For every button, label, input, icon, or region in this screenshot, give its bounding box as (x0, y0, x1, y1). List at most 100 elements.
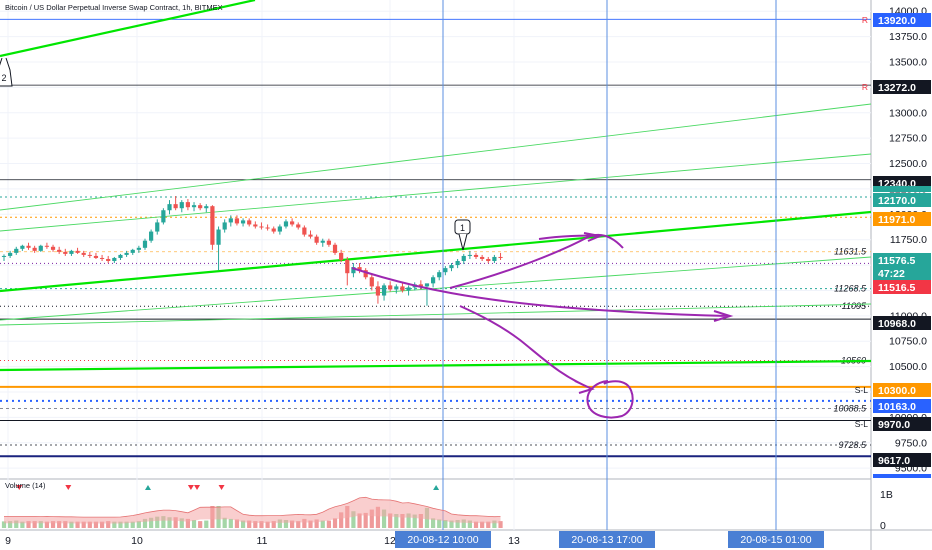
candle-body[interactable] (198, 205, 203, 209)
candle-body[interactable] (363, 270, 368, 278)
candle-body[interactable] (44, 245, 50, 247)
price-tag-11971.0[interactable]: 11971.0 (873, 212, 931, 226)
price-tag-9970.0[interactable]: 9970.0 (873, 417, 931, 431)
candle-body[interactable] (8, 252, 13, 256)
candle-body[interactable] (418, 284, 423, 287)
price-tag-12170.0[interactable]: 12170.0 (873, 193, 931, 207)
candle-body[interactable] (142, 240, 148, 248)
candle-body[interactable] (155, 222, 160, 232)
candle-body[interactable] (191, 205, 197, 208)
candle-body[interactable] (431, 277, 436, 284)
candle-body[interactable] (124, 252, 129, 255)
candle-body[interactable] (87, 254, 92, 256)
candle-body[interactable] (93, 255, 99, 258)
candle-body[interactable] (449, 265, 454, 269)
candle-body[interactable] (149, 231, 154, 241)
candle-body[interactable] (161, 210, 166, 223)
candle-body[interactable] (204, 206, 209, 209)
candle-body[interactable] (106, 258, 111, 262)
candle-body[interactable] (314, 236, 319, 243)
channel-line-2[interactable] (0, 153, 872, 232)
candle-body[interactable] (167, 204, 172, 211)
candle-body[interactable] (1, 255, 7, 257)
candle-body[interactable] (234, 218, 240, 224)
candle-body[interactable] (492, 256, 497, 262)
candle-body[interactable] (339, 252, 344, 260)
candle-body[interactable] (216, 229, 221, 245)
candle-body[interactable] (185, 202, 190, 208)
candle-body[interactable] (388, 285, 393, 290)
candle-body[interactable] (173, 204, 178, 209)
projection-arrow-up[interactable] (538, 232, 604, 242)
trendline-upper-thick[interactable] (0, 210, 872, 293)
candle-body[interactable] (26, 245, 31, 248)
candle-body[interactable] (57, 249, 62, 252)
candle-body[interactable] (75, 250, 80, 253)
candle-body[interactable] (461, 255, 466, 262)
candle-body[interactable] (326, 240, 331, 245)
candle-body[interactable] (424, 283, 430, 287)
candle-body[interactable] (247, 220, 252, 225)
price-tag-11576.5[interactable]: 11576.5 (873, 253, 931, 267)
candle-body[interactable] (302, 227, 307, 235)
trendline-lower-thick[interactable] (0, 359, 872, 372)
annotation-callout-1[interactable]: 1 (454, 219, 471, 251)
candle-body[interactable] (381, 285, 387, 296)
candle-body[interactable] (63, 251, 68, 254)
candle-body[interactable] (69, 250, 74, 254)
candle-body[interactable] (357, 267, 362, 271)
projection-path-up[interactable] (449, 233, 624, 289)
price-tag-10968.0[interactable]: 10968.0 (873, 316, 931, 330)
candle-body[interactable] (406, 287, 411, 291)
candle-body[interactable] (265, 227, 270, 229)
price-tag-10300.0[interactable]: 10300.0 (873, 383, 931, 397)
candle-body[interactable] (443, 268, 448, 273)
channel-line-3[interactable] (0, 256, 872, 321)
candle-body[interactable] (498, 256, 503, 258)
date-tag-0[interactable]: 20-08-12 10:00 (395, 531, 491, 548)
candle-body[interactable] (99, 257, 105, 259)
candle-body[interactable] (473, 254, 479, 257)
candle-body[interactable] (308, 234, 313, 237)
date-tag-1[interactable]: 20-08-13 17:00 (559, 531, 655, 548)
candle-body[interactable] (394, 286, 399, 290)
candle-body[interactable] (271, 228, 276, 232)
price-tag-13272.0[interactable]: 13272.0 (873, 80, 931, 94)
candle-body[interactable] (81, 252, 86, 255)
candle-body[interactable] (210, 206, 215, 245)
candle-body[interactable] (240, 220, 246, 224)
target-circle[interactable] (586, 380, 634, 419)
candle-body[interactable] (320, 240, 325, 243)
candle-body[interactable] (50, 246, 56, 250)
price-tag-9617.0[interactable]: 9617.0 (873, 453, 931, 467)
candle-body[interactable] (136, 247, 141, 250)
candle-body[interactable] (222, 222, 227, 230)
candle-body[interactable] (455, 261, 460, 266)
annotation-callout-2[interactable]: 2 (0, 57, 13, 87)
candle-body[interactable] (486, 258, 491, 262)
candle-body[interactable] (296, 224, 301, 228)
candle-body[interactable] (179, 202, 184, 209)
channel-line-4[interactable] (0, 303, 872, 326)
candle-body[interactable] (375, 286, 381, 296)
trendline-top-thick[interactable] (0, 0, 256, 58)
channel-line-1[interactable] (0, 103, 872, 211)
candle-body[interactable] (130, 249, 135, 253)
candle-body[interactable] (228, 218, 233, 223)
price-tag-13920.0[interactable]: 13920.0 (873, 13, 931, 27)
candle-body[interactable] (345, 259, 350, 274)
candle-body[interactable] (20, 245, 25, 249)
candle-body[interactable] (118, 254, 123, 258)
candle-body[interactable] (14, 248, 19, 253)
price-tag-47:22[interactable]: 47:22 (873, 266, 931, 280)
candle-body[interactable] (332, 244, 338, 253)
candle-body[interactable] (467, 254, 472, 256)
candle-body[interactable] (290, 221, 295, 225)
candle-body[interactable] (277, 226, 282, 232)
candle-body[interactable] (253, 224, 258, 227)
candle-body[interactable] (283, 221, 289, 227)
candle-body[interactable] (112, 257, 117, 262)
price-tag-11516.5[interactable]: 11516.5 (873, 280, 931, 294)
